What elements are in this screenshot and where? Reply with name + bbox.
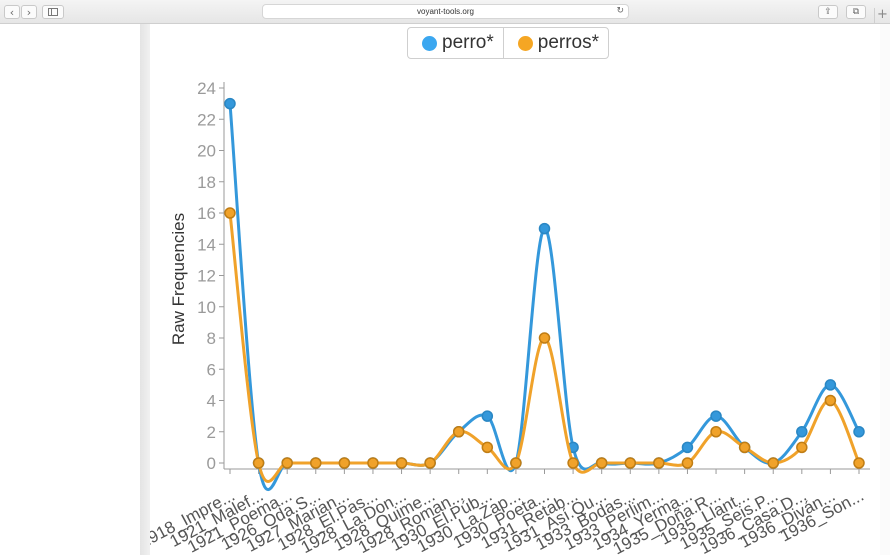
plus-icon: + bbox=[877, 7, 888, 22]
y-tick-label: 6 bbox=[207, 360, 216, 379]
y-tick-label: 8 bbox=[207, 329, 216, 348]
data-point-perro bbox=[538, 222, 551, 235]
data-point-perros bbox=[538, 332, 551, 344]
legend-label: perros* bbox=[537, 32, 599, 53]
legend-swatch bbox=[422, 35, 437, 51]
data-point-perros bbox=[481, 441, 494, 454]
data-point-perros bbox=[367, 457, 379, 469]
y-tick-label: 14 bbox=[197, 235, 216, 254]
sidebar-toggle-button[interactable] bbox=[42, 5, 64, 19]
data-point-perro bbox=[853, 426, 865, 438]
y-tick-label: 0 bbox=[207, 454, 216, 473]
data-point-perros bbox=[338, 457, 351, 469]
y-tick-label: 20 bbox=[197, 142, 216, 161]
data-point-perros bbox=[310, 457, 322, 469]
forward-button[interactable]: › bbox=[21, 5, 37, 19]
series-line-perro bbox=[228, 103, 861, 492]
panel-divider[interactable] bbox=[140, 24, 150, 555]
plot-area bbox=[224, 97, 865, 492]
series-line-perros bbox=[228, 212, 861, 483]
data-point-perros bbox=[853, 457, 865, 469]
url-text: voyant-tools.org bbox=[417, 7, 474, 16]
y-tick-label: 2 bbox=[207, 423, 216, 442]
data-point-perros bbox=[567, 457, 579, 469]
data-point-perros bbox=[738, 441, 751, 454]
forward-icon: › bbox=[26, 6, 32, 19]
legend-item-perro[interactable]: perro* bbox=[408, 28, 503, 58]
legend-item-perros[interactable]: perros* bbox=[502, 28, 608, 58]
sidebar-icon bbox=[48, 8, 58, 16]
data-point-perros bbox=[452, 426, 465, 438]
data-point-perros bbox=[252, 457, 265, 469]
data-point-perro bbox=[824, 379, 837, 391]
data-point-perros bbox=[824, 394, 837, 407]
data-point-perros bbox=[595, 457, 608, 469]
data-point-perros bbox=[653, 457, 665, 469]
y-tick-label: 16 bbox=[197, 204, 216, 223]
legend-swatch bbox=[517, 35, 533, 51]
share-button[interactable]: ⇪ bbox=[818, 5, 838, 19]
data-point-perro bbox=[796, 426, 808, 438]
y-tick-label: 18 bbox=[197, 173, 216, 192]
y-axis-label: Raw Frequencies bbox=[169, 213, 188, 345]
data-point-perros bbox=[710, 426, 722, 438]
data-point-perro bbox=[710, 410, 722, 422]
data-point-perros bbox=[424, 457, 436, 469]
legend-label: perro* bbox=[442, 32, 494, 53]
address-bar[interactable]: voyant-tools.org ↻ bbox=[262, 4, 629, 19]
data-point-perros bbox=[624, 457, 637, 469]
share-icon: ⇪ bbox=[824, 7, 832, 17]
y-tick-label: 12 bbox=[197, 267, 216, 286]
y-tick-label: 24 bbox=[197, 79, 216, 98]
back-button[interactable]: ‹ bbox=[4, 5, 20, 19]
data-point-perro bbox=[224, 97, 236, 110]
y-tick-label: 10 bbox=[197, 298, 216, 317]
data-point-perros bbox=[767, 457, 779, 469]
data-point-perros bbox=[224, 207, 236, 219]
data-point-perros bbox=[395, 457, 408, 469]
new-tab-button[interactable]: + bbox=[874, 8, 890, 24]
data-point-perros bbox=[796, 441, 808, 454]
data-point-perros bbox=[681, 457, 694, 469]
chart-legend: perro* perros* bbox=[407, 27, 609, 59]
reload-icon[interactable]: ↻ bbox=[616, 6, 624, 16]
data-point-perros bbox=[510, 457, 522, 469]
back-icon: ‹ bbox=[9, 6, 15, 19]
y-tick-label: 22 bbox=[197, 110, 216, 129]
browser-toolbar: ‹ › voyant-tools.org ↻ ⇪ ⧉ + bbox=[0, 0, 890, 24]
tabs-overview-button[interactable]: ⧉ bbox=[846, 5, 866, 19]
data-point-perro bbox=[681, 441, 694, 454]
data-point-perro bbox=[481, 410, 494, 422]
right-edge bbox=[880, 24, 890, 555]
x-axis: 1918_Impre...1921_Malef...1921_Poema...1… bbox=[150, 468, 870, 555]
left-panel bbox=[0, 24, 140, 555]
data-point-perros bbox=[281, 457, 293, 469]
tabs-icon: ⧉ bbox=[852, 7, 860, 17]
y-tick-label: 4 bbox=[207, 392, 216, 411]
